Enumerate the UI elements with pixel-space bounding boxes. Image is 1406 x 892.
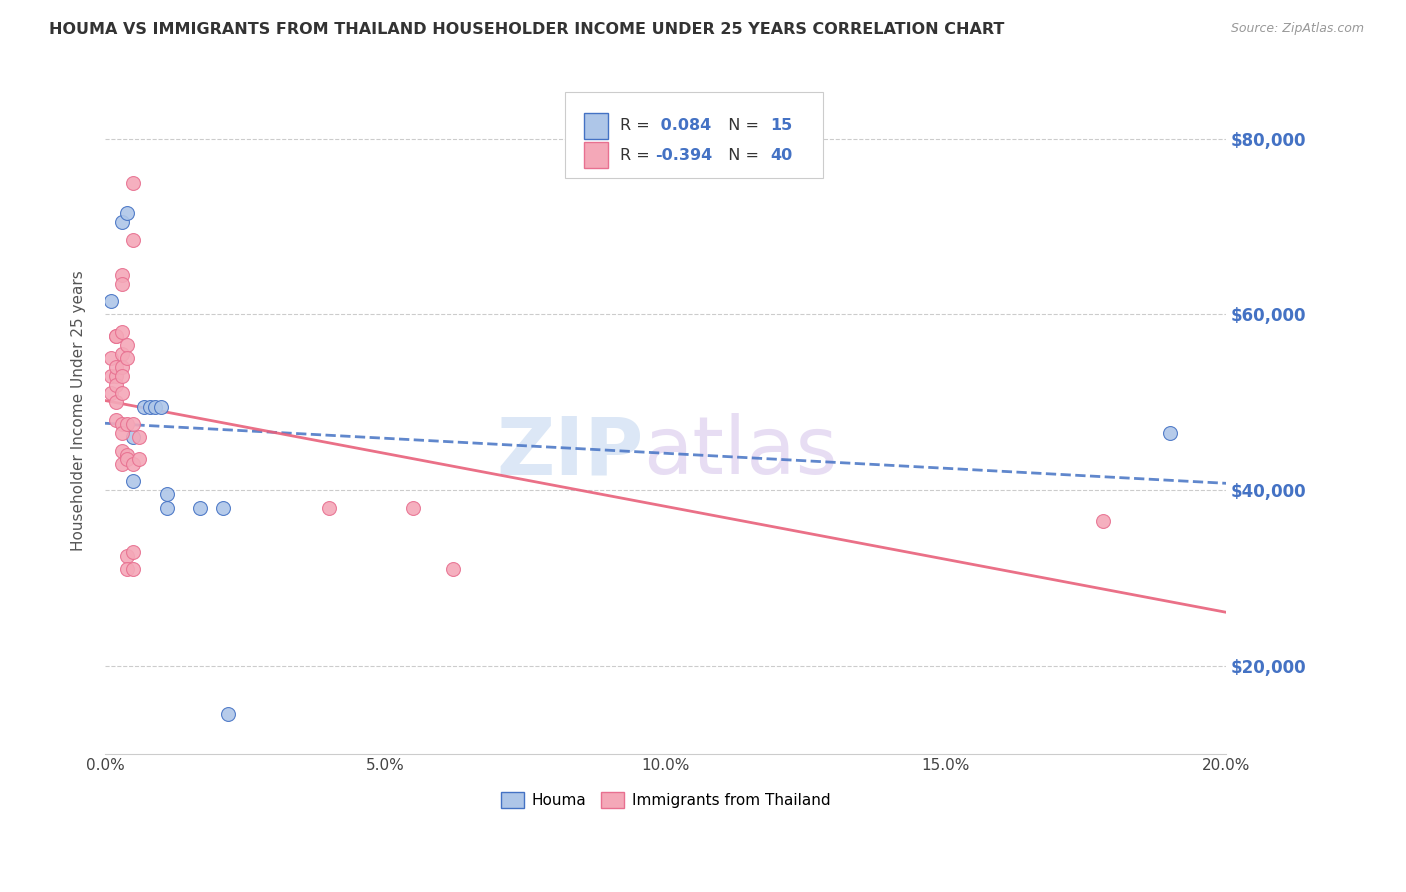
Text: 0.084: 0.084 [655,119,711,134]
Point [117,562,139,576]
Point [111,277,134,291]
Point [117,351,139,366]
Point [111,347,134,361]
Point [105,413,128,427]
Point [156,500,179,515]
Point [217,706,239,721]
Point [1091,514,1114,528]
Point [100,386,122,401]
Point [122,475,145,489]
Point [100,294,122,309]
Point [117,338,139,352]
Y-axis label: Householder Income Under 25 years: Householder Income Under 25 years [72,270,86,551]
Point [318,500,340,515]
Point [117,206,139,220]
Text: R =: R = [620,119,654,134]
Point [111,360,134,375]
Text: 15: 15 [770,119,792,134]
Point [122,417,145,432]
Point [111,443,134,458]
Point [105,360,128,375]
Point [111,268,134,282]
Text: atlas: atlas [643,413,838,491]
Text: -0.394: -0.394 [655,147,713,162]
Point [441,562,464,576]
Text: Source: ZipAtlas.com: Source: ZipAtlas.com [1230,22,1364,36]
Point [111,386,134,401]
Point [145,400,167,414]
Point [122,544,145,558]
Point [150,400,173,414]
Point [134,400,156,414]
Point [105,395,128,409]
Point [122,176,145,190]
Point [105,377,128,392]
Point [100,368,122,383]
Point [139,400,162,414]
Point [156,487,179,501]
Point [122,562,145,576]
Point [105,368,128,383]
Point [117,417,139,432]
Text: N =: N = [718,119,765,134]
Point [117,448,139,462]
Point [128,430,150,444]
Point [402,500,425,515]
Point [211,500,233,515]
Point [111,368,134,383]
Point [105,329,128,343]
Point [111,215,134,229]
Text: ZIP: ZIP [496,413,643,491]
Text: 40: 40 [770,147,792,162]
Point [100,351,122,366]
Point [105,329,128,343]
Point [122,233,145,247]
Point [111,325,134,339]
Text: HOUMA VS IMMIGRANTS FROM THAILAND HOUSEHOLDER INCOME UNDER 25 YEARS CORRELATION : HOUMA VS IMMIGRANTS FROM THAILAND HOUSEH… [49,22,1004,37]
Point [117,452,139,467]
Point [188,500,211,515]
Text: R =: R = [620,147,654,162]
Point [122,457,145,471]
Point [111,417,134,432]
FancyBboxPatch shape [583,113,609,139]
Text: N =: N = [718,147,765,162]
Legend: Houma, Immigrants from Thailand: Houma, Immigrants from Thailand [495,786,837,814]
Point [1159,425,1181,440]
Point [111,425,134,440]
FancyBboxPatch shape [583,142,609,168]
Point [122,430,145,444]
FancyBboxPatch shape [565,93,823,178]
Point [111,457,134,471]
Point [128,452,150,467]
Point [117,549,139,563]
